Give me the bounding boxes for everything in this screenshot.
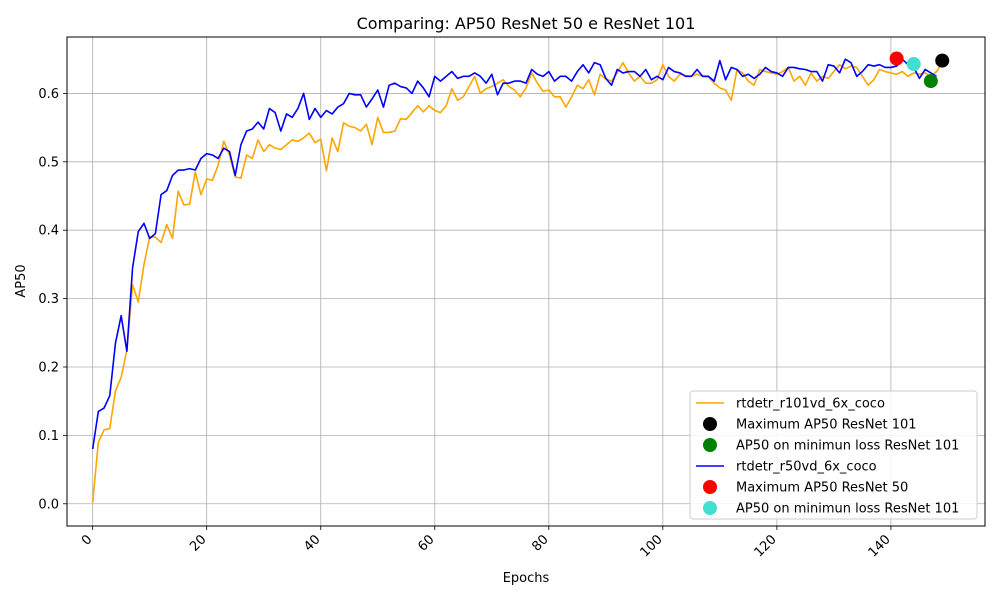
y-tick-label: 0.6 xyxy=(38,87,59,102)
legend-label: rtdetr_r101vd_6x_coco xyxy=(736,397,885,412)
legend-label: Maximum AP50 ResNet 101 xyxy=(736,418,917,433)
legend-marker-swatch xyxy=(703,501,717,515)
legend-label: AP50 on minimun loss ResNet 101 xyxy=(736,502,959,517)
y-axis-ticks: 0.0 0.1 0.2 0.3 0.4 0.5 0.6 xyxy=(38,87,67,512)
legend-box xyxy=(689,390,978,520)
y-axis-label: AP50 xyxy=(14,264,29,297)
y-tick-label: 0.2 xyxy=(38,360,59,375)
marker-point xyxy=(906,57,921,72)
marker-point xyxy=(935,53,950,68)
legend-label: AP50 on minimun loss ResNet 101 xyxy=(736,439,959,454)
y-tick-label: 0.3 xyxy=(38,292,59,307)
legend-label: rtdetr_r50vd_6x_coco xyxy=(736,460,877,475)
chart-title: Comparing: AP50 ResNet 50 e ResNet 101 xyxy=(357,14,696,33)
marker-point xyxy=(923,74,938,89)
axes-frame xyxy=(66,36,986,527)
y-tick-label: 0.5 xyxy=(38,155,59,170)
legend-marker-swatch xyxy=(703,417,717,431)
y-tick-label: 0.1 xyxy=(38,429,59,444)
series-line xyxy=(91,58,937,450)
legend-label: Maximum AP50 ResNet 50 xyxy=(736,481,908,496)
marker-point xyxy=(889,51,904,66)
series-layer xyxy=(91,51,950,503)
legend: rtdetr_r101vd_6x_coco Maximum AP50 ResNet… xyxy=(689,390,978,520)
legend-marker-swatch xyxy=(703,438,717,452)
legend-marker-swatch xyxy=(703,480,717,494)
y-tick-label: 0.0 xyxy=(38,497,59,512)
y-tick-label: 0.4 xyxy=(38,224,59,239)
x-axis-label: Epochs xyxy=(503,571,550,586)
